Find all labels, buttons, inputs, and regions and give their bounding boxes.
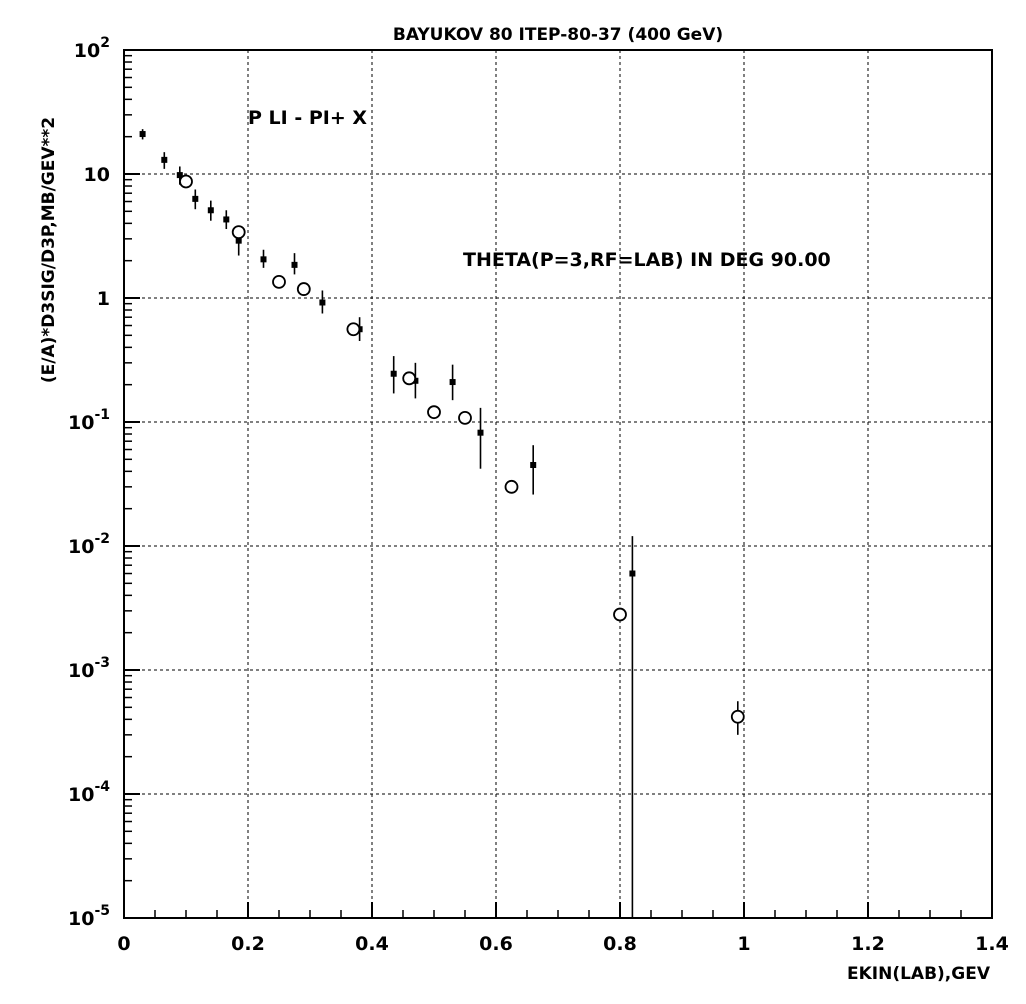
circle-marker (231, 225, 246, 239)
y-tick-label: 10-3 (68, 655, 110, 682)
data-point-dot (291, 253, 298, 275)
x-tick-label: 0 (117, 933, 130, 955)
y-tick-label: 1 (97, 288, 110, 310)
data-point-dot (192, 189, 199, 210)
data-point-circle (427, 405, 441, 420)
data-point-dot (223, 210, 230, 230)
dot-marker (449, 379, 456, 386)
x-tick-label: 1 (737, 933, 750, 955)
plot-frame (123, 49, 993, 919)
data-point-dot (260, 249, 267, 268)
chart-title: BAYUKOV 80 ITEP-80-37 (400 GeV) (393, 25, 723, 45)
y-tick-label: 102 (74, 35, 110, 62)
dot-marker (319, 299, 326, 306)
data-point-circle (296, 282, 311, 296)
theta-annotation: THETA(P=3,RF=LAB) IN DEG 90.00 (463, 249, 831, 271)
circle-marker (179, 174, 193, 189)
circle-marker (504, 479, 519, 494)
x-tick-label: 0.2 (231, 933, 265, 955)
data-point-circle (613, 607, 627, 622)
circle-marker (613, 607, 627, 622)
dot-marker (260, 256, 267, 263)
circle-marker (272, 274, 286, 289)
x-tick-label: 1.2 (851, 933, 885, 955)
x-axis-label: EKIN(LAB),GEV (847, 964, 991, 984)
data-point-circle (272, 274, 286, 289)
dot-marker (207, 207, 214, 214)
data-points (139, 129, 745, 918)
grid (124, 50, 992, 918)
dot-marker (291, 261, 298, 268)
circle-marker (296, 282, 311, 296)
x-tick-label: 0.6 (479, 933, 513, 955)
data-point-dot (161, 152, 168, 169)
dot-marker (176, 172, 183, 179)
dot-marker (390, 370, 397, 377)
dot-marker (223, 216, 230, 223)
data-point-circle (346, 322, 361, 337)
dot-marker (139, 131, 146, 138)
circle-marker (427, 405, 441, 420)
dot-marker (629, 570, 636, 577)
circle-marker (730, 709, 745, 724)
circle-marker (346, 322, 361, 337)
x-tick-label: 0.4 (355, 933, 389, 955)
dot-marker (477, 429, 484, 436)
data-point-circle (402, 371, 417, 386)
dot-marker (235, 237, 242, 244)
data-point-dot (139, 129, 146, 140)
axis-ticks (123, 49, 993, 919)
data-point-dot (477, 407, 484, 469)
y-tick-label: 10-2 (68, 531, 110, 558)
dot-marker (161, 156, 168, 163)
y-tick-label: 10-4 (68, 779, 110, 806)
x-tick-label: 0.8 (603, 933, 637, 955)
y-tick-labels: 10-5 10-4 10-3 10-2 10-1 1 10 102 (68, 35, 110, 930)
data-point-circle (458, 410, 472, 425)
circle-marker (402, 371, 417, 386)
data-point-dot (390, 356, 397, 394)
circle-marker (458, 410, 472, 425)
data-point-circle (504, 479, 519, 494)
reaction-label: P LI - PI+ X (248, 107, 367, 129)
data-point-dot (319, 290, 326, 314)
data-point-dot (530, 445, 537, 495)
y-tick-label: 10 (84, 164, 110, 186)
data-point-circle (179, 174, 193, 189)
dot-marker (192, 195, 199, 202)
y-tick-label: 10-1 (68, 407, 110, 434)
x-tick-label: 1.4 (975, 933, 1009, 955)
y-tick-label: 10-5 (68, 903, 110, 930)
data-point-dot (449, 364, 456, 401)
data-point-circle (730, 701, 745, 735)
data-point-dot (629, 536, 636, 918)
x-tick-labels: 0 0.2 0.4 0.6 0.8 1 1.2 1.4 (117, 933, 1008, 955)
data-point-circle (231, 225, 246, 239)
data-point-dot (207, 200, 214, 221)
dot-marker (530, 462, 537, 469)
y-axis-label: (E/A)*D3SIG/D3P,MB/GEV**2 (39, 117, 59, 383)
